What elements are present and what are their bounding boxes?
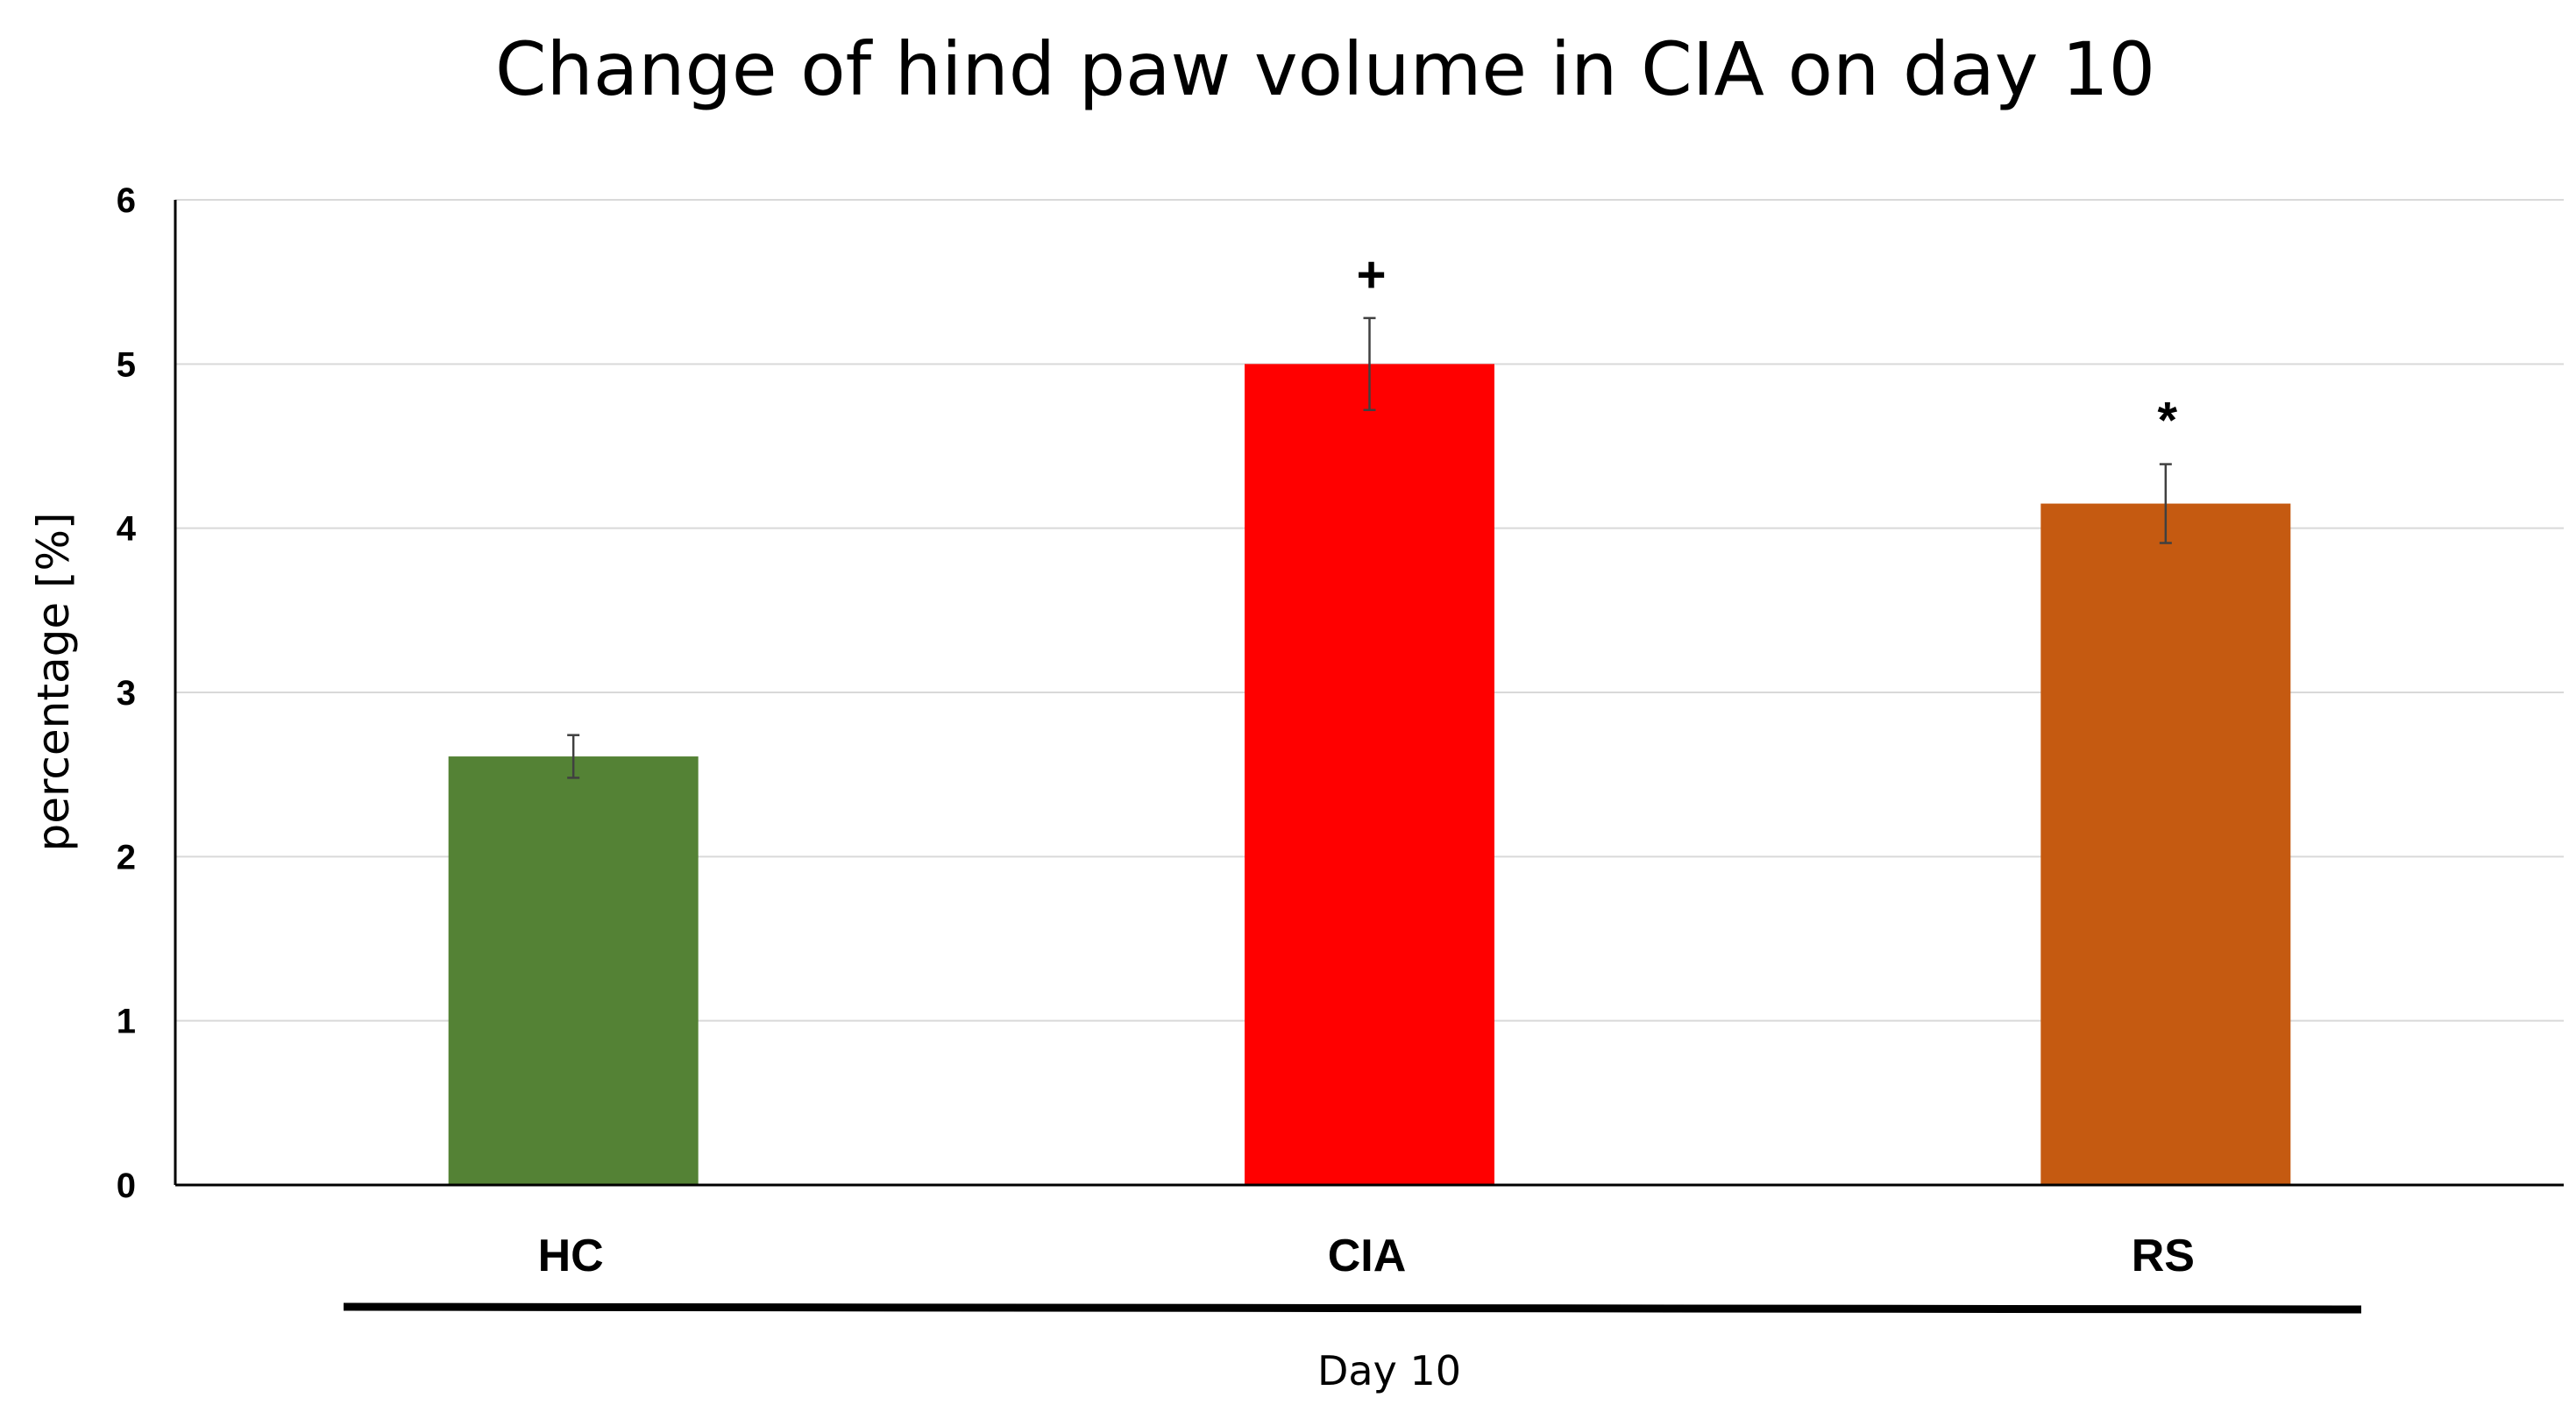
x-axis-categories: HC CIA RS (538, 1231, 2195, 1281)
y-axis-title: percentage [%] (28, 512, 79, 851)
x-category-label: CIA (1328, 1231, 1407, 1281)
x-axis-group-label: Day 10 (1317, 1347, 1461, 1394)
y-tick-label: 5 (117, 345, 136, 384)
y-tick-label: 2 (117, 838, 136, 876)
y-axis-ticks: 0 1 2 3 4 5 6 (117, 181, 137, 1205)
bars: +* (448, 246, 2291, 1185)
y-tick-label: 6 (117, 181, 136, 220)
chart-title: Change of hind paw volume in CIA on day … (495, 26, 2155, 112)
group-bracket-line (343, 1302, 2362, 1314)
x-category-label: RS (2132, 1231, 2195, 1281)
axes (174, 200, 2564, 1187)
x-category-label: HC (538, 1231, 604, 1281)
y-tick-label: 1 (117, 1003, 136, 1041)
bar-hc (448, 756, 699, 1185)
bar-rs (2040, 503, 2291, 1185)
significance-mark: + (1357, 246, 1387, 303)
y-tick-label: 4 (117, 510, 137, 549)
bar-cia (1245, 364, 1494, 1185)
significance-mark: * (2158, 393, 2178, 450)
y-tick-label: 0 (117, 1167, 136, 1205)
y-tick-label: 3 (117, 674, 136, 713)
